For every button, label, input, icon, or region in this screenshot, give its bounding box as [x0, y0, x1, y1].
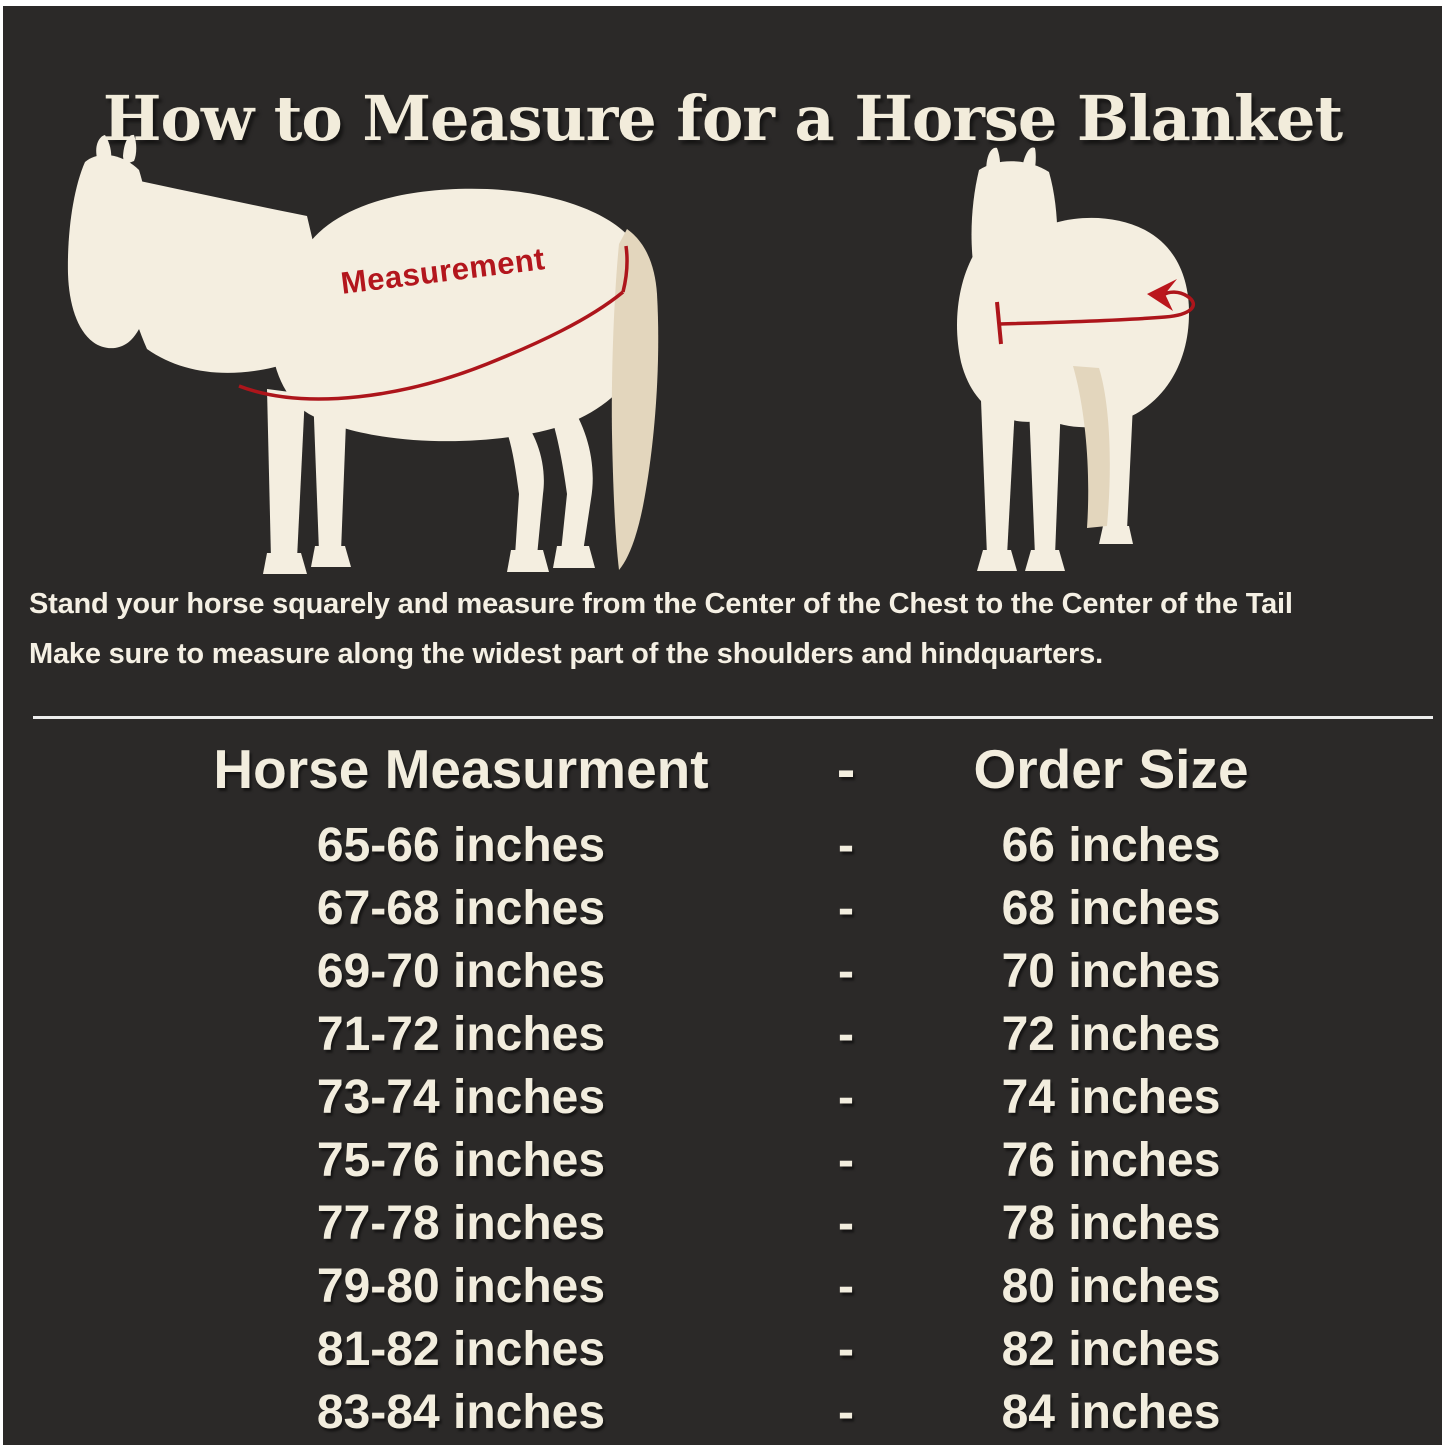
page-title: How to Measure for a Horse Blanket — [102, 81, 1343, 155]
table-row: 73-74 inches - 74 inches — [151, 1066, 1301, 1129]
table-cell-separator: - — [838, 1008, 854, 1061]
horse-hind-leg — [503, 414, 544, 556]
table-cell-order-size: 72 inches — [1001, 1008, 1221, 1061]
front-horse-silhouette — [957, 147, 1189, 571]
horse-front-leg — [267, 389, 305, 559]
table-row: 65-66 inches - 66 inches — [151, 814, 1301, 877]
header-order-size: Order Size — [973, 738, 1249, 800]
size-table-header: Horse Measurment - Order Size — [151, 732, 1301, 806]
size-table: Horse Measurment - Order Size 65-66 inch… — [151, 732, 1301, 1444]
table-cell-separator: - — [838, 882, 854, 935]
table-cell-separator: - — [838, 1386, 854, 1439]
table-row: 67-68 inches - 68 inches — [151, 877, 1301, 940]
table-cell-separator: - — [838, 819, 854, 872]
table-cell-measurement: 79-80 inches — [316, 1260, 606, 1313]
measurement-line — [998, 290, 1195, 326]
table-cell-order-size: 74 inches — [1001, 1071, 1221, 1124]
header-separator: - — [836, 738, 856, 800]
horse-hoof — [977, 550, 1017, 571]
table-cell-measurement: 65-66 inches — [316, 819, 606, 872]
horse-hoof — [263, 553, 307, 574]
table-cell-measurement: 77-78 inches — [316, 1197, 606, 1250]
table-cell-order-size: 66 inches — [1001, 819, 1221, 872]
side-horse-silhouette — [67, 134, 652, 574]
table-cell-measurement: 81-82 inches — [316, 1323, 606, 1376]
instructions-line-2: Make sure to measure along the widest pa… — [29, 638, 1103, 670]
table-cell-order-size: 84 inches — [1001, 1386, 1221, 1439]
dark-panel: How to Measure for a Horse Blanket — [3, 6, 1442, 1445]
instructions-text: Stand your horse squarely and measure fr… — [29, 579, 1429, 679]
table-cell-measurement: 73-74 inches — [316, 1071, 606, 1124]
table-row: 75-76 inches - 76 inches — [151, 1129, 1301, 1192]
table-cell-measurement: 69-70 inches — [316, 945, 606, 998]
table-cell-separator: - — [838, 1071, 854, 1124]
horse-hoof — [1025, 550, 1065, 571]
header-measurement: Horse Measurment — [213, 738, 709, 800]
measurement-line — [238, 290, 625, 401]
horse-ear-icon — [123, 134, 137, 165]
table-cell-measurement: 75-76 inches — [316, 1134, 606, 1187]
side-horse-figure — [67, 134, 659, 574]
front-horse-figure — [957, 147, 1195, 571]
horse-hoof — [507, 550, 549, 572]
divider-line — [33, 716, 1433, 719]
horse-front-leg — [981, 400, 1015, 556]
horse-body — [270, 188, 652, 442]
table-row: 83-84 inches - 84 inches — [151, 1381, 1301, 1444]
table-cell-measurement: 67-68 inches — [316, 882, 606, 935]
table-cell-separator: - — [838, 1197, 854, 1250]
horse-front-leg — [1029, 402, 1061, 556]
table-cell-order-size: 70 inches — [1001, 945, 1221, 998]
table-cell-separator: - — [838, 945, 854, 998]
table-cell-separator: - — [838, 1323, 854, 1376]
table-cell-separator: - — [838, 1260, 854, 1313]
table-cell-measurement: 71-72 inches — [316, 1008, 606, 1061]
table-cell-order-size: 82 inches — [1001, 1323, 1221, 1376]
table-cell-order-size: 78 inches — [1001, 1197, 1221, 1250]
table-row: 77-78 inches - 78 inches — [151, 1192, 1301, 1255]
measurement-arrow-icon — [1147, 279, 1177, 311]
table-row: 81-82 inches - 82 inches — [151, 1318, 1301, 1381]
measurement-line-end-tick — [621, 245, 629, 293]
size-table-rows: 65-66 inches - 66 inches 67-68 inches - 68 in… — [151, 814, 1301, 1444]
horse-tail — [611, 229, 659, 570]
table-row: 71-72 inches - 72 inches — [151, 1003, 1301, 1066]
horse-hind-leg — [551, 402, 593, 552]
horse-chest — [957, 246, 1078, 422]
horse-leg-shading — [1073, 366, 1110, 528]
table-cell-order-size: 68 inches — [1001, 882, 1221, 935]
table-cell-order-size: 80 inches — [1001, 1260, 1221, 1313]
instructions-line-1: Stand your horse squarely and measure fr… — [29, 588, 1293, 620]
table-row: 79-80 inches - 80 inches — [151, 1255, 1301, 1318]
table-cell-measurement: 83-84 inches — [316, 1386, 606, 1439]
table-cell-order-size: 76 inches — [1001, 1134, 1221, 1187]
table-row: 69-70 inches - 70 inches — [151, 940, 1301, 1003]
horse-hoof — [311, 546, 351, 567]
horse-hoof — [553, 546, 595, 568]
horse-hoof — [1099, 526, 1133, 544]
horse-front-leg — [313, 392, 347, 552]
table-cell-separator: - — [838, 1134, 854, 1187]
